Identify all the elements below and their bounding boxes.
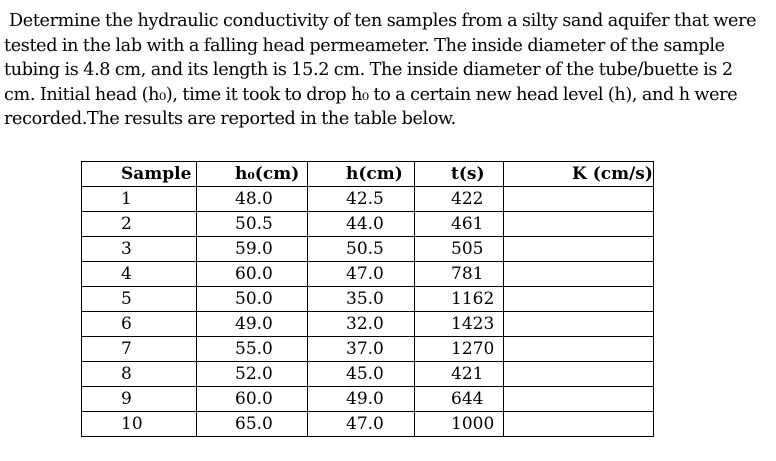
table-header-row: Sample h₀(cm) h(cm) t(s) K (cm/s) — [81, 161, 654, 187]
sample-cell: 4 — [81, 261, 197, 287]
problem-statement: Determine the hydraulic conductivity of … — [4, 9, 770, 132]
table-row: 1 48.0 42.5 422 — [81, 186, 654, 212]
sample-cell: 5 — [81, 286, 197, 312]
table-row: 4 60.0 47.0 781 — [81, 261, 654, 287]
sample-cell: 1 — [81, 186, 197, 212]
table-row: 6 49.0 32.0 1423 — [81, 311, 654, 337]
final-head-cell: 47.0 — [307, 261, 415, 287]
conductivity-cell — [503, 311, 654, 337]
header-conductivity: K (cm/s) — [503, 161, 654, 187]
initial-head-cell: 59.0 — [196, 236, 308, 262]
header-final-head: h(cm) — [307, 161, 415, 187]
table-row: 5 50.0 35.0 1162 — [81, 286, 654, 312]
time-cell: 781 — [414, 261, 504, 287]
sample-cell: 10 — [81, 411, 197, 437]
problem-line: recorded.The results are reported in the… — [4, 109, 456, 130]
problem-line: tested in the lab with a falling head pe… — [4, 35, 725, 56]
time-cell: 505 — [414, 236, 504, 262]
table-row: 2 50.5 44.0 461 — [81, 211, 654, 237]
problem-line: tubing is 4.8 cm, and its length is 15.2… — [4, 60, 733, 81]
conductivity-cell — [503, 386, 654, 412]
conductivity-cell — [503, 186, 654, 212]
initial-head-cell: 60.0 — [196, 261, 308, 287]
time-cell: 421 — [414, 361, 504, 387]
header-sample: Sample — [81, 161, 197, 187]
conductivity-cell — [503, 361, 654, 387]
final-head-cell: 37.0 — [307, 336, 415, 362]
table-row: 9 60.0 49.0 644 — [81, 386, 654, 412]
table-row: 3 59.0 50.5 505 — [81, 236, 654, 262]
sample-cell: 8 — [81, 361, 197, 387]
table-row: 7 55.0 37.0 1270 — [81, 336, 654, 362]
sample-cell: 9 — [81, 386, 197, 412]
initial-head-cell: 52.0 — [196, 361, 308, 387]
conductivity-cell — [503, 236, 654, 262]
problem-line: cm. Initial head (h₀), time it took to d… — [4, 84, 738, 105]
initial-head-cell: 48.0 — [196, 186, 308, 212]
conductivity-cell — [503, 261, 654, 287]
results-body: 1 48.0 42.5 422 2 50.5 44.0 461 3 59.0 50.5 505 4 60.… — [81, 186, 654, 437]
final-head-cell: 49.0 — [307, 386, 415, 412]
sample-cell: 6 — [81, 311, 197, 337]
conductivity-cell — [503, 211, 654, 237]
time-cell: 1162 — [414, 286, 504, 312]
initial-head-cell: 49.0 — [196, 311, 308, 337]
problem-line: Determine the hydraulic conductivity of … — [9, 11, 757, 31]
sample-cell: 3 — [81, 236, 197, 262]
conductivity-cell — [503, 286, 654, 312]
conductivity-cell — [503, 411, 654, 437]
final-head-cell: 44.0 — [307, 211, 415, 237]
time-cell: 1270 — [414, 336, 504, 362]
final-head-cell: 50.5 — [307, 236, 415, 262]
sample-cell: 7 — [81, 336, 197, 362]
time-cell: 1423 — [414, 311, 504, 337]
table-row: 10 65.0 47.0 1000 — [81, 411, 654, 437]
final-head-cell: 32.0 — [307, 311, 415, 337]
time-cell: 1000 — [414, 411, 504, 437]
initial-head-cell: 50.5 — [196, 211, 308, 237]
final-head-cell: 35.0 — [307, 286, 415, 312]
time-cell: 422 — [414, 186, 504, 212]
time-cell: 644 — [414, 386, 504, 412]
final-head-cell: 42.5 — [307, 186, 415, 212]
initial-head-cell: 50.0 — [196, 286, 308, 312]
header-initial-head: h₀(cm) — [196, 161, 308, 187]
initial-head-cell: 55.0 — [196, 336, 308, 362]
sample-cell: 2 — [81, 211, 197, 237]
conductivity-cell — [503, 336, 654, 362]
initial-head-cell: 60.0 — [196, 386, 308, 412]
final-head-cell: 47.0 — [307, 411, 415, 437]
table-row: 8 52.0 45.0 421 — [81, 361, 654, 387]
final-head-cell: 45.0 — [307, 361, 415, 387]
initial-head-cell: 65.0 — [196, 411, 308, 437]
header-time: t(s) — [414, 161, 504, 187]
time-cell: 461 — [414, 211, 504, 237]
results-table: Sample h₀(cm) h(cm) t(s) K (cm/s) 1 48.0 4… — [81, 161, 654, 437]
